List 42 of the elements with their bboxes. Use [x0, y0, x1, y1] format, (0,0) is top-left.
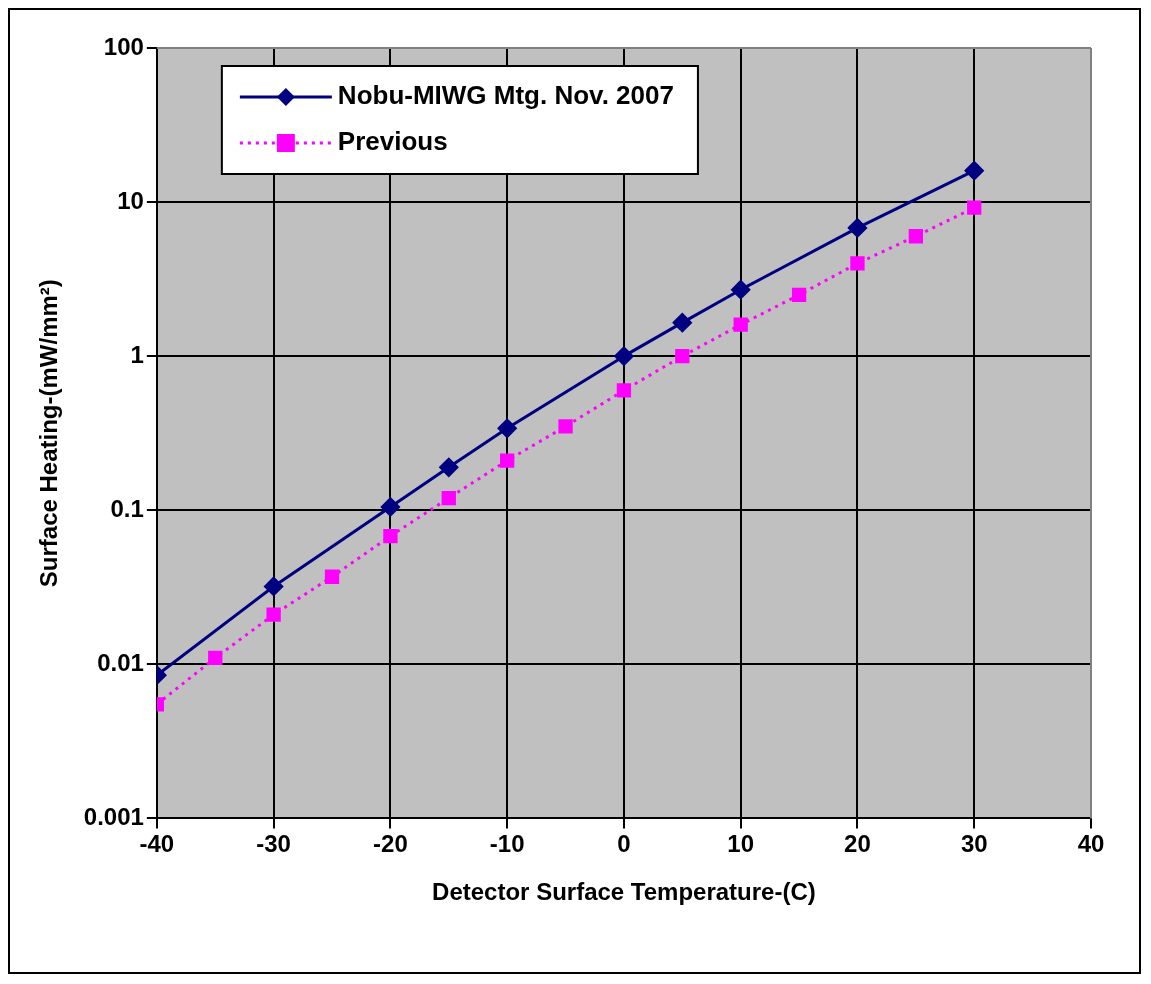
point: [908, 229, 924, 244]
y-tick-label: 100: [103, 32, 144, 60]
point: [380, 497, 400, 517]
x-tick-label: 40: [1077, 830, 1105, 858]
y-tick-label: 1: [130, 340, 144, 368]
point: [439, 457, 459, 477]
x-tick-label: -20: [373, 830, 408, 858]
x-tick-label: 30: [960, 830, 988, 858]
y-tick-label: 0.001: [83, 803, 144, 831]
point: [324, 569, 340, 584]
legend-label: Nobu-MIWG Mtg. Nov. 2007: [337, 80, 674, 111]
y-tick-label: 0.1: [110, 494, 144, 522]
x-tick-label: 20: [844, 830, 871, 858]
point: [731, 280, 751, 300]
point: [208, 650, 223, 666]
point: [847, 218, 867, 238]
x-tick-label: -30: [256, 830, 291, 858]
y-tick-label: 10: [117, 186, 144, 214]
point: [675, 349, 690, 364]
point: [264, 576, 284, 596]
point: [558, 419, 573, 434]
x-tick-label: 0: [617, 830, 631, 858]
point: [497, 418, 517, 438]
point: [967, 200, 982, 215]
point: [791, 287, 807, 302]
point: [614, 346, 634, 366]
point: [266, 607, 281, 622]
point: [616, 383, 632, 398]
point: [383, 528, 398, 544]
x-tick-label: 10: [727, 830, 755, 858]
x-tick-label: -10: [489, 830, 525, 858]
x-axis-title: Detector Surface Temperature-(C): [432, 878, 816, 906]
legend-label: Previous: [337, 126, 448, 157]
point: [733, 317, 748, 332]
point: [964, 161, 984, 181]
point: [672, 313, 692, 333]
point: [850, 256, 865, 271]
x-tick-label: -40: [139, 830, 175, 858]
y-axis-title: Surface Heating-(mW/mm²): [35, 279, 63, 588]
point: [441, 490, 456, 506]
y-tick-label: 0.01: [97, 648, 144, 676]
point: [500, 453, 515, 468]
